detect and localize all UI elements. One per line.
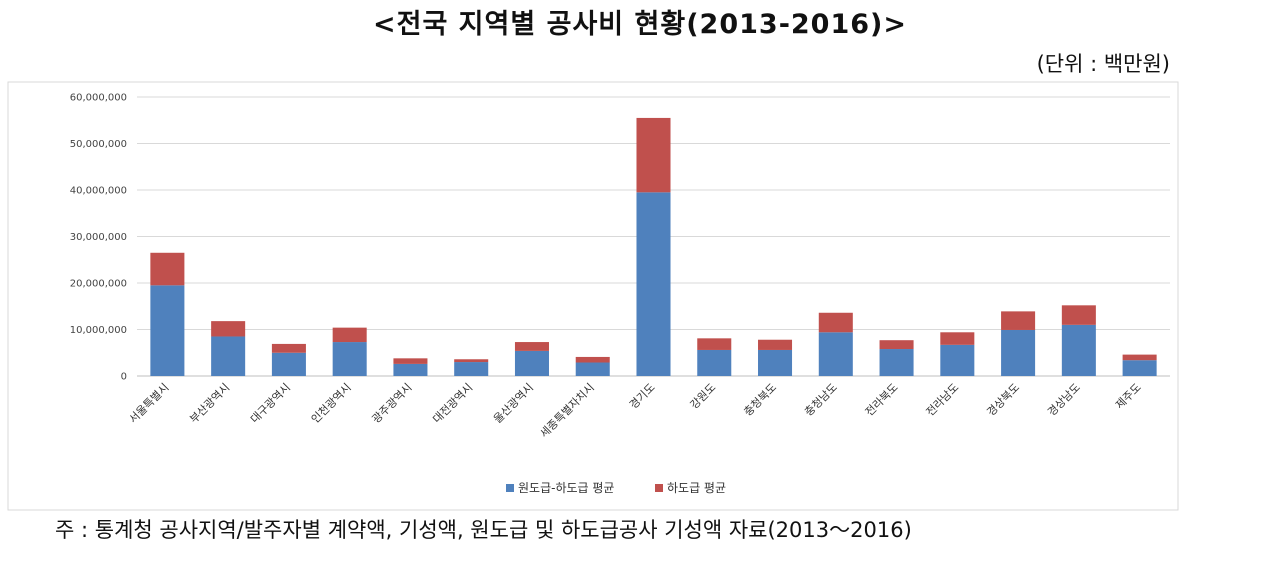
legend-label: 원도급-하도급 평균 (518, 481, 614, 495)
bar-segment-base (1122, 360, 1157, 376)
x-category-label: 경상남도 (1045, 381, 1083, 419)
bar-segment-base (150, 285, 185, 376)
bar-segment-subcontract (454, 359, 489, 363)
bar-segment-base (758, 349, 793, 376)
bar-segment-base (211, 336, 246, 376)
bar-segment-base (454, 362, 489, 376)
bar-segment-base (697, 349, 732, 376)
x-axis: 서울특별시 부산광역시 대구광역시 인천광역시 광주광역시 대전광역시 울산광역시 세종특별자… (127, 380, 1144, 440)
chart-frame (7, 81, 1179, 511)
y-tick-label: 10,000,000 (70, 325, 127, 336)
bar-segment-subcontract (818, 312, 853, 333)
bar-segment-subcontract (940, 332, 975, 345)
x-category-label: 경기도 (627, 381, 658, 412)
x-category-label: 광주광역시 (370, 381, 415, 426)
legend-label: 하도급 평균 (667, 481, 726, 495)
source-note: 주 : 통계청 공사지역/발주자별 계약액, 기성액, 원도급 및 하도급공사 … (55, 518, 912, 542)
bar-segment-subcontract (393, 358, 428, 364)
x-category-label: 충청북도 (741, 381, 779, 419)
x-category-label: 부산광역시 (187, 381, 232, 426)
x-category-label: 서울특별시 (127, 381, 172, 426)
y-tick-label: 20,000,000 (70, 279, 127, 290)
bar-segment-subcontract (271, 343, 306, 353)
bar-segment-base (636, 192, 671, 376)
bar-segment-base (1061, 324, 1096, 376)
bar-segment-subcontract (150, 252, 185, 286)
bar-segment-base (575, 362, 610, 376)
legend-swatch (655, 484, 663, 492)
x-category-label: 강원도 (688, 381, 719, 412)
bar-segment-subcontract (575, 356, 610, 363)
x-category-label: 경상북도 (984, 381, 1022, 419)
x-category-label: 대구광역시 (248, 381, 293, 426)
legend-swatch (506, 484, 514, 492)
x-category-label: 전라남도 (924, 381, 962, 419)
y-tick-label: 60,000,000 (70, 93, 127, 104)
x-category-label: 세종특별자치시 (538, 381, 597, 440)
x-category-label: 충청남도 (802, 381, 840, 419)
bars (150, 117, 1157, 376)
bar-segment-subcontract (211, 321, 246, 337)
bar-segment-base (940, 344, 975, 376)
page-title: <전국 지역별 공사비 현황(2013-2016)> (372, 9, 908, 40)
x-category-label: 인천광역시 (308, 380, 354, 426)
bar-segment-base (1001, 329, 1036, 376)
y-axis: 0 10,000,000 20,000,000 30,000,000 40,000,00… (70, 93, 127, 383)
bar-segment-subcontract (697, 338, 732, 350)
unit-label: (단위 : 백만원) (1036, 52, 1170, 76)
x-category-label: 울산광역시 (491, 381, 536, 426)
y-tick-label: 0 (121, 372, 127, 383)
y-tick-label: 50,000,000 (70, 139, 127, 150)
legend: 원도급-하도급 평균 하도급 평균 (506, 481, 726, 495)
bar-segment-subcontract (1061, 305, 1096, 325)
bar-segment-subcontract (879, 340, 914, 350)
x-category-label: 대전광역시 (430, 381, 475, 426)
bar-segment-subcontract (1122, 354, 1157, 361)
bar-segment-base (514, 350, 549, 376)
bar-segment-subcontract (1001, 311, 1036, 330)
y-tick-label: 30,000,000 (70, 232, 127, 243)
x-category-label: 제주도 (1113, 381, 1144, 412)
bar-segment-base (332, 342, 367, 376)
bar-segment-subcontract (332, 327, 367, 343)
bar-segment-subcontract (636, 117, 671, 193)
y-tick-label: 40,000,000 (70, 186, 127, 197)
bar-segment-base (879, 349, 914, 376)
bar-segment-subcontract (514, 342, 549, 351)
bar-segment-subcontract (758, 339, 793, 350)
x-category-label: 전라북도 (863, 381, 901, 419)
bar-segment-base (271, 352, 306, 376)
bar-segment-base (393, 363, 428, 376)
bar-segment-base (818, 332, 853, 376)
